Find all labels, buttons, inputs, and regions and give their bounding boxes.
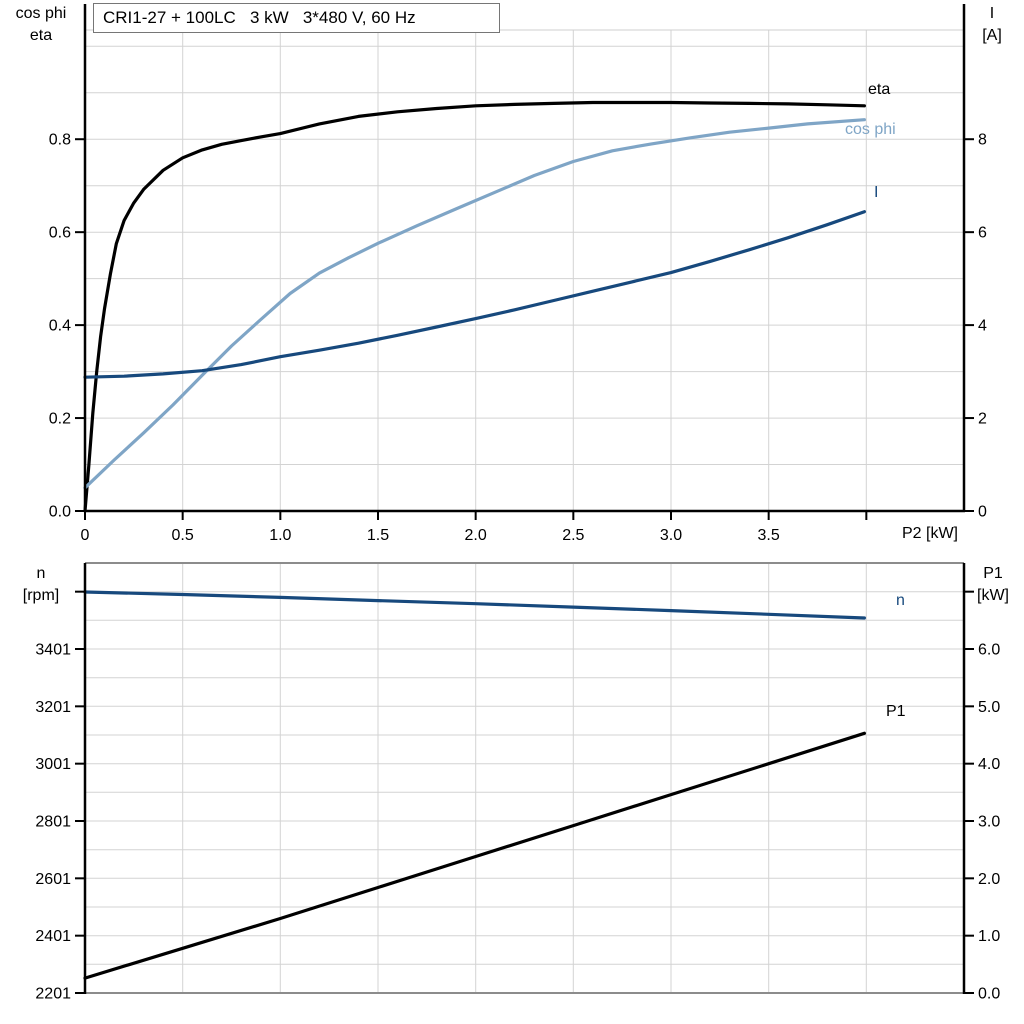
curve-label-cos-phi: cos phi [845,121,896,138]
svg-text:4.0: 4.0 [978,756,1000,773]
svg-text:2.0: 2.0 [465,527,487,544]
svg-text:0.4: 0.4 [49,318,71,335]
svg-text:1.5: 1.5 [367,527,389,544]
svg-text:3.5: 3.5 [758,527,780,544]
svg-text:0: 0 [978,504,987,521]
svg-text:3201: 3201 [35,699,71,716]
svg-text:3001: 3001 [35,756,71,773]
svg-text:0.2: 0.2 [49,411,71,428]
axis-title-speed: n [36,565,46,582]
svg-text:2601: 2601 [35,871,71,888]
curve-label-current: I [874,184,879,201]
chart-title: CRI1-27 + 100LC 3 kW 3*480 V, 60 Hz [103,8,416,27]
bottom-chart-right-axis-title: P1 [kW] [964,563,1022,607]
svg-text:0.6: 0.6 [49,225,71,242]
svg-text:2: 2 [978,411,987,428]
top-chart-left-axis-title: cos phi eta [2,3,80,47]
axis-title-cos-phi: cos phi [15,5,67,22]
svg-text:8: 8 [978,132,987,149]
bottom-chart-left-axis-title: n [rpm] [4,563,78,607]
svg-text:0.0: 0.0 [978,986,1000,1003]
curve-label-eta: eta [868,81,891,98]
svg-text:1.0: 1.0 [978,928,1000,945]
svg-text:3.0: 3.0 [978,814,1000,831]
svg-text:6: 6 [978,225,987,242]
curve-label-speed: n [896,592,905,609]
svg-text:0: 0 [81,527,90,544]
axis-title-p1: P1 [983,565,1003,582]
axis-title-p1-unit: [kW] [977,587,1009,604]
chart-title-box: CRI1-27 + 100LC 3 kW 3*480 V, 60 Hz [93,3,500,33]
svg-text:5.0: 5.0 [978,699,1000,716]
svg-text:1.0: 1.0 [269,527,291,544]
svg-text:3.0: 3.0 [660,527,682,544]
curve-label-p1: P1 [886,703,906,720]
top-chart-right-axis-title: I [A] [964,3,1020,47]
axis-title-eta: eta [29,27,53,44]
svg-text:2201: 2201 [35,986,71,1003]
svg-text:6.0: 6.0 [978,642,1000,659]
axis-title-current: I [989,5,995,22]
svg-text:2.5: 2.5 [562,527,584,544]
svg-text:0.8: 0.8 [49,132,71,149]
svg-text:2.0: 2.0 [978,871,1000,888]
svg-text:2401: 2401 [35,928,71,945]
x-axis-label-p2: P2 [kW] [901,525,958,542]
axis-title-current-unit: [A] [982,27,1002,44]
svg-text:2801: 2801 [35,814,71,831]
svg-text:4: 4 [978,318,987,335]
svg-text:0.5: 0.5 [172,527,194,544]
axis-title-speed-unit: [rpm] [22,587,60,604]
svg-text:3401: 3401 [35,642,71,659]
svg-text:0.0: 0.0 [49,504,71,521]
